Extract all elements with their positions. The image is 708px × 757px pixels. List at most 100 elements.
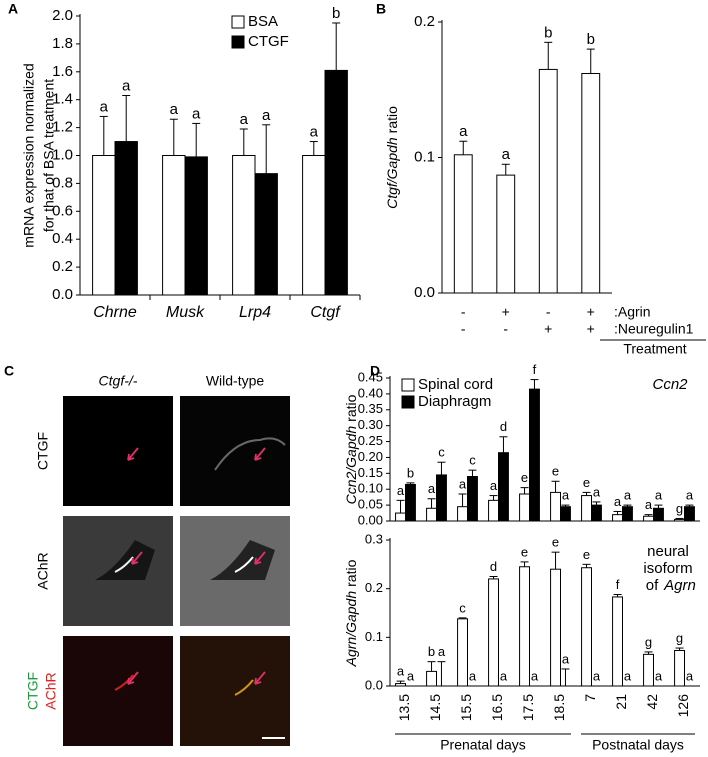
significance-letter: a — [562, 488, 570, 503]
column-label: Ctgf-/- — [99, 373, 138, 389]
shadow — [210, 540, 275, 580]
y-tick-label: 0.8 — [52, 174, 73, 191]
bar — [92, 155, 116, 296]
y-tick-label: 0.00 — [358, 512, 383, 527]
row-name: :Neuregulin1 — [614, 321, 694, 337]
y-tick-label: 1.4 — [52, 91, 73, 108]
bar — [395, 512, 406, 522]
bar — [674, 649, 686, 687]
significance-letter: e — [521, 470, 528, 485]
bar — [529, 388, 540, 522]
significance-letter: a — [459, 123, 468, 140]
significance-letter: a — [469, 668, 477, 683]
x-tick-label: Lrp4 — [239, 304, 271, 321]
bar — [498, 452, 509, 522]
bar — [457, 618, 468, 687]
y-label-part: Ccn2/Gapdh — [343, 426, 359, 505]
micrograph — [63, 396, 173, 506]
y-tick-label: 0.10 — [358, 481, 383, 496]
significance-letter: g — [645, 634, 652, 649]
significance-letter: a — [192, 105, 201, 122]
significance-letter: a — [459, 476, 467, 491]
y-tick-label: 0.35 — [358, 401, 383, 416]
y-tick-label: 0.2 — [365, 580, 383, 595]
x-tick-label: 21 — [613, 694, 629, 710]
bar — [232, 155, 256, 296]
y-tick-label: 0.6 — [52, 202, 73, 219]
y-tick-label: 0.0 — [52, 286, 73, 303]
significance-letter: a — [310, 124, 319, 141]
y-tick-label: 0.45 — [358, 369, 383, 384]
significance-letter: a — [531, 668, 539, 683]
bar — [453, 154, 473, 294]
bar — [496, 174, 516, 294]
significance-letter: a — [428, 481, 436, 496]
significance-letter: a — [490, 478, 498, 493]
significance-letter: a — [170, 101, 179, 118]
significance-letter: a — [655, 488, 663, 503]
bar — [643, 653, 655, 687]
y-axis-label: Ccn2/Gapdh ratio — [343, 394, 359, 504]
row-sign: - — [461, 321, 466, 337]
significance-letter: a — [500, 668, 508, 683]
y-tick-label: 0.1 — [365, 629, 383, 644]
bar — [674, 518, 686, 522]
row-sign: - — [503, 321, 508, 337]
group-label: Prenatal days — [440, 737, 526, 753]
row-sign: - — [546, 304, 551, 320]
legend-label: Spinal cord — [418, 376, 493, 393]
y-label-part: ratio — [343, 559, 359, 586]
significance-letter: c — [469, 453, 476, 468]
annotation: Agrn — [663, 577, 696, 594]
legend-swatch — [401, 395, 415, 409]
significance-letter: a — [614, 494, 622, 509]
bar — [653, 507, 664, 522]
significance-letter: e — [583, 475, 590, 490]
bar — [467, 476, 478, 522]
significance-letter: a — [655, 668, 663, 683]
significance-letter: a — [397, 664, 405, 679]
significance-letter: a — [122, 77, 131, 94]
row-sign: + — [502, 304, 510, 320]
y-tick-label: 1.2 — [52, 119, 73, 136]
x-tick-label: 126 — [675, 694, 691, 718]
x-tick-label: Musk — [166, 304, 205, 321]
significance-letter: a — [624, 668, 632, 683]
arrows — [127, 447, 266, 685]
legend-swatch — [401, 378, 415, 392]
y-label-part: ratio — [384, 106, 400, 133]
bar — [254, 173, 278, 296]
significance-letter: a — [645, 497, 653, 512]
row-sign: + — [544, 321, 552, 337]
significance-letter: f — [533, 362, 537, 377]
bar — [405, 483, 416, 522]
shadow — [95, 540, 155, 580]
annotation: Ccn2 — [652, 376, 688, 393]
significance-letter: a — [562, 651, 570, 666]
y-tick-label: 1.6 — [52, 63, 73, 80]
x-tick-label: 13.5 — [396, 694, 412, 721]
row-label: CTGF — [25, 672, 41, 710]
y-tick-label: 0.0 — [414, 284, 435, 301]
y-label-part: ratio — [343, 394, 359, 421]
significance-letter: c — [459, 600, 466, 615]
significance-letter: e — [521, 544, 528, 559]
y-tick-label: 0.0 — [365, 677, 383, 692]
y-label-part: Agrn/Gapdh — [343, 591, 359, 668]
bar — [519, 493, 531, 522]
significance-letter: e — [552, 464, 559, 479]
row-label: CTGF — [35, 432, 51, 470]
row-sign: + — [587, 321, 595, 337]
y-label-part: Ctgf/Gapdh — [384, 137, 400, 209]
micrograph — [180, 396, 290, 506]
panel-letter: C — [4, 363, 14, 379]
bar — [581, 72, 601, 294]
legend-swatch — [231, 35, 245, 49]
significance-letter: e — [583, 547, 590, 562]
bar — [302, 155, 326, 296]
bar — [612, 514, 624, 522]
legend-label: CTGF — [248, 33, 289, 50]
bar — [643, 515, 655, 522]
x-tick-label: Chrne — [93, 304, 137, 321]
bar — [457, 506, 468, 522]
